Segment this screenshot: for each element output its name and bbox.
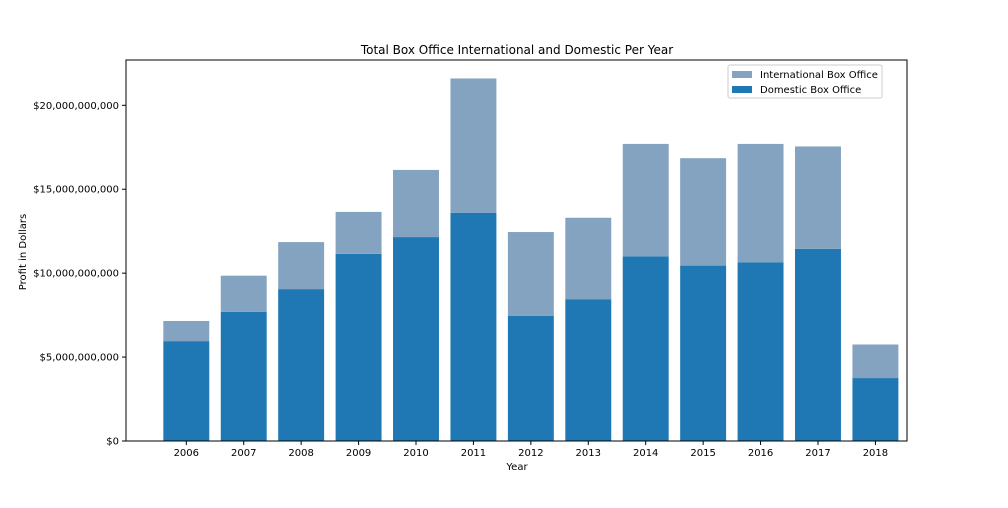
x-tick-label-2015: 2015 — [690, 448, 715, 459]
domestic-bar-2006 — [163, 341, 210, 441]
plot-frame — [125, 59, 908, 442]
y-tick-label-0: $0 — [106, 437, 119, 448]
domestic-bar-2012 — [507, 315, 554, 441]
legend-box — [727, 64, 883, 99]
domestic-bar-2013 — [565, 299, 612, 441]
x-tick-label-2007: 2007 — [231, 448, 256, 459]
x-tick-label-2016: 2016 — [748, 448, 773, 459]
international-bar-2016 — [737, 143, 784, 263]
international-bar-2012 — [507, 232, 554, 316]
x-tick-label-2018: 2018 — [863, 448, 888, 459]
legend: International Box Office Domestic Box Off… — [727, 64, 883, 99]
y-tick-label-1: $5,000,000,000 — [39, 353, 119, 364]
international-bar-2006 — [163, 320, 210, 342]
international-bar-2009 — [335, 211, 382, 254]
international-bar-2011 — [450, 78, 497, 213]
axes-group: 2006 2007 2008 2009 2010 2011 2012 2013 2014 2015… — [33, 59, 908, 459]
international-bar-2017 — [795, 146, 841, 249]
domestic-bar-2007 — [220, 311, 267, 441]
international-bar-2014 — [622, 143, 669, 257]
domestic-bar-2009 — [335, 253, 382, 441]
x-tick-label-2009: 2009 — [346, 448, 371, 459]
x-axis-label: Year — [505, 462, 528, 473]
domestic-bar-2008 — [278, 289, 325, 441]
y-tick-label-3: $15,000,000,000 — [33, 185, 119, 196]
x-tick-label-2011: 2011 — [461, 448, 486, 459]
x-tick-label-2008: 2008 — [288, 448, 313, 459]
x-tick-label-2006: 2006 — [174, 448, 199, 459]
legend-swatch-1 — [732, 86, 752, 93]
x-tick-label-2010: 2010 — [403, 448, 428, 459]
y-tick-label-4: $20,000,000,000 — [33, 101, 119, 112]
x-tick-label-2014: 2014 — [633, 448, 658, 459]
y-axis-label: Profit in Dollars — [18, 214, 29, 290]
domestic-bar-2018 — [852, 378, 899, 441]
domestic-bar-2017 — [795, 248, 841, 441]
international-bar-2010 — [393, 169, 439, 238]
x-tick-label-2013: 2013 — [576, 448, 601, 459]
y-tick-label-2: $10,000,000,000 — [33, 269, 119, 280]
legend-label-1: Domestic Box Office — [760, 85, 861, 96]
international-bar-2013 — [565, 217, 612, 300]
x-tick-label-2012: 2012 — [518, 448, 543, 459]
international-bar-2018 — [852, 344, 899, 379]
international-bar-2015 — [680, 158, 727, 266]
legend-label-0: International Box Office — [760, 70, 878, 81]
international-bar-2007 — [220, 275, 267, 312]
bars-group — [163, 78, 899, 441]
domestic-bar-2015 — [680, 265, 727, 441]
domestic-bar-2016 — [737, 262, 784, 441]
chart-title: Total Box Office International and Domes… — [360, 43, 673, 57]
domestic-bar-2010 — [393, 237, 439, 441]
domestic-bar-2014 — [622, 256, 669, 441]
x-tick-label-2017: 2017 — [805, 448, 830, 459]
domestic-bar-2011 — [450, 212, 497, 441]
international-bar-2008 — [278, 242, 325, 290]
legend-swatch-0 — [732, 71, 752, 78]
